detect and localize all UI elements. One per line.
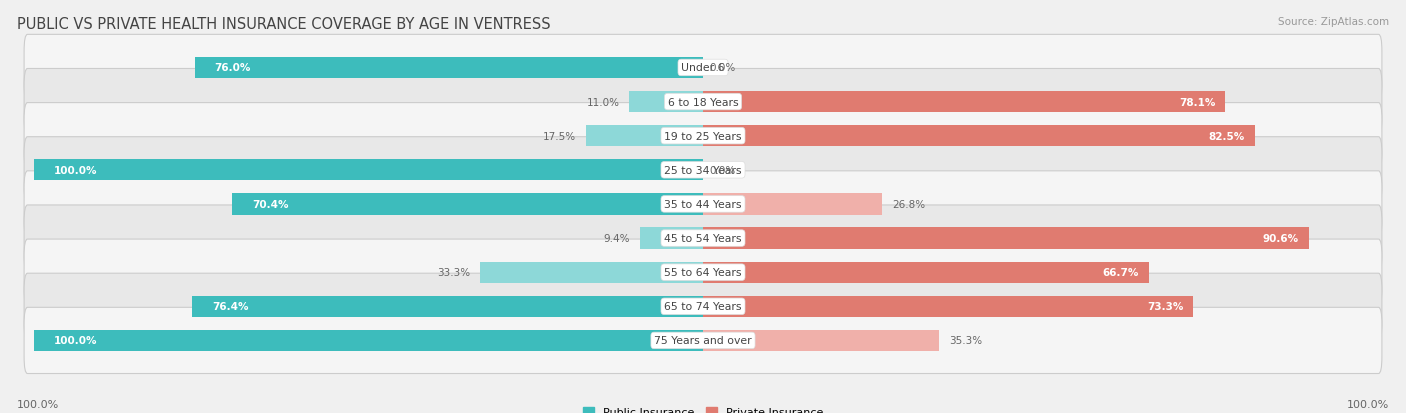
Text: 45 to 54 Years: 45 to 54 Years [664,233,742,243]
Text: 90.6%: 90.6% [1263,233,1299,243]
Text: 100.0%: 100.0% [1347,399,1389,409]
Text: PUBLIC VS PRIVATE HEALTH INSURANCE COVERAGE BY AGE IN VENTRESS: PUBLIC VS PRIVATE HEALTH INSURANCE COVER… [17,17,551,31]
Text: 100.0%: 100.0% [17,399,59,409]
Text: 100.0%: 100.0% [55,336,97,346]
Text: 65 to 74 Years: 65 to 74 Years [664,301,742,311]
Text: 76.4%: 76.4% [212,301,249,311]
FancyBboxPatch shape [24,138,1382,204]
Bar [703,228,1309,249]
Bar [193,296,703,317]
Bar [703,126,1254,147]
FancyBboxPatch shape [24,35,1382,101]
Bar [703,194,882,215]
Legend: Public Insurance, Private Insurance: Public Insurance, Private Insurance [579,403,827,413]
Text: 9.4%: 9.4% [603,233,630,243]
Text: 25 to 34 Years: 25 to 34 Years [664,166,742,176]
Text: Source: ZipAtlas.com: Source: ZipAtlas.com [1278,17,1389,26]
Text: 17.5%: 17.5% [543,131,576,141]
Text: 73.3%: 73.3% [1147,301,1184,311]
Bar [232,194,703,215]
Text: 0.0%: 0.0% [710,166,735,176]
Text: 70.4%: 70.4% [252,199,288,209]
Bar [630,92,703,113]
FancyBboxPatch shape [24,273,1382,339]
Text: 78.1%: 78.1% [1180,97,1215,107]
Text: 33.3%: 33.3% [437,268,470,278]
Bar [703,330,939,351]
Text: 35.3%: 35.3% [949,336,983,346]
Text: 100.0%: 100.0% [55,166,97,176]
Bar [703,262,1149,283]
Bar [34,160,703,181]
Bar [640,228,703,249]
Bar [703,92,1226,113]
Text: 11.0%: 11.0% [586,97,620,107]
Text: 76.0%: 76.0% [215,63,252,73]
FancyBboxPatch shape [24,103,1382,169]
Text: 19 to 25 Years: 19 to 25 Years [664,131,742,141]
Bar [34,330,703,351]
FancyBboxPatch shape [24,308,1382,374]
Bar [703,296,1194,317]
FancyBboxPatch shape [24,69,1382,135]
Text: 82.5%: 82.5% [1209,131,1244,141]
Text: 66.7%: 66.7% [1102,268,1139,278]
FancyBboxPatch shape [24,171,1382,237]
Bar [194,58,703,79]
Text: 35 to 44 Years: 35 to 44 Years [664,199,742,209]
Text: Under 6: Under 6 [682,63,724,73]
Text: 75 Years and over: 75 Years and over [654,336,752,346]
Text: 6 to 18 Years: 6 to 18 Years [668,97,738,107]
FancyBboxPatch shape [24,240,1382,306]
Text: 55 to 64 Years: 55 to 64 Years [664,268,742,278]
Bar [481,262,703,283]
Text: 0.0%: 0.0% [710,63,735,73]
Bar [586,126,703,147]
FancyBboxPatch shape [24,205,1382,271]
Text: 26.8%: 26.8% [893,199,925,209]
